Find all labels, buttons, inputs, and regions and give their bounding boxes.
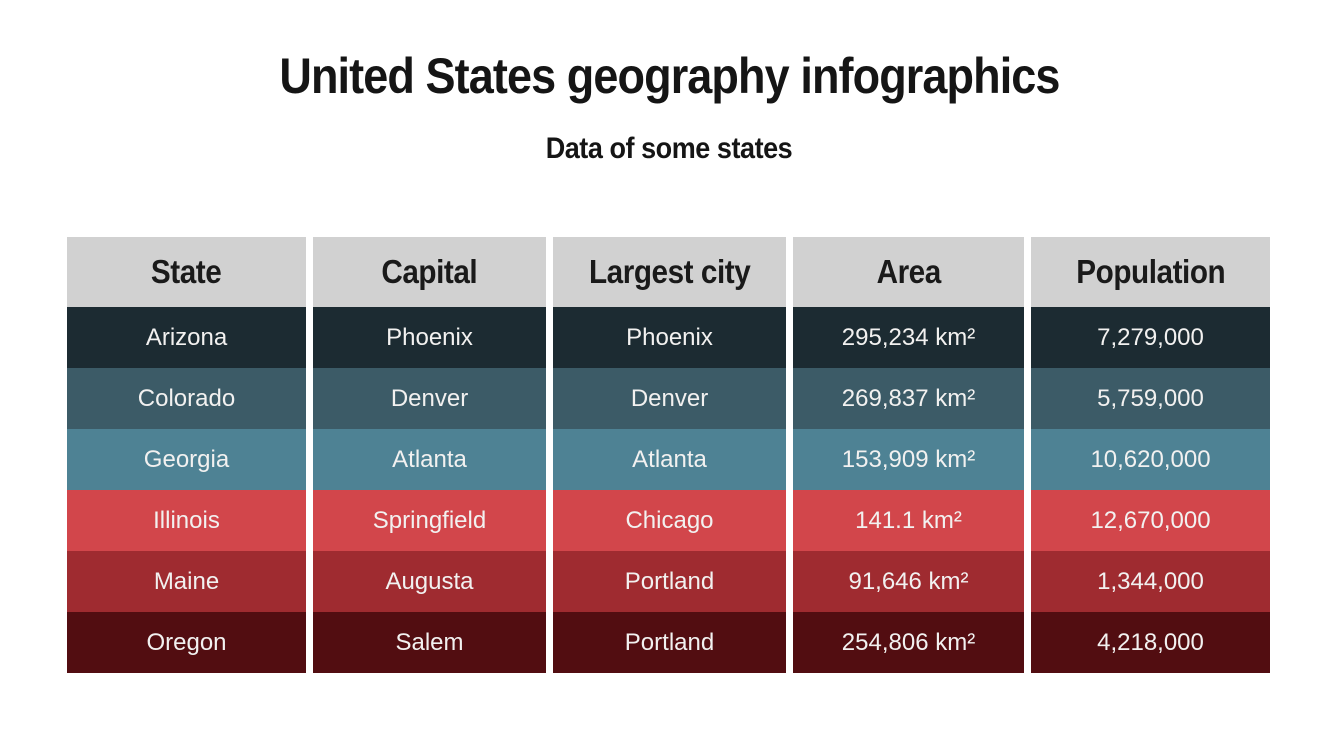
table-cell-population: 12,670,000 [1031,490,1270,551]
table-cell-area: 91,646 km² [793,551,1024,612]
table-cell-capital: Phoenix [313,307,546,368]
table-cell-population: 1,344,000 [1031,551,1270,612]
header-label-area: Area [876,253,941,290]
table-cell-area: 153,909 km² [793,429,1024,490]
table-cell-area: 269,837 km² [793,368,1024,429]
table-cell-area: 254,806 km² [793,612,1024,673]
table-cell-largest-city: Portland [553,612,786,673]
slide-title-text: United States geography infographics [278,48,1060,104]
table-cell-capital: Springfield [313,490,546,551]
table-cell-population: 7,279,000 [1031,307,1270,368]
table-cell-area: 295,234 km² [793,307,1024,368]
table-cell-state: Oregon [67,612,306,673]
table-cell-largest-city: Phoenix [553,307,786,368]
table-cell-population: 4,218,000 [1031,612,1270,673]
table-cell-largest-city: Atlanta [553,429,786,490]
header-cell-population: Population [1031,237,1270,307]
slide-subtitle: Data of some states [0,127,1338,171]
table-cell-largest-city: Chicago [553,490,786,551]
table-cell-largest-city: Denver [553,368,786,429]
slide-title: United States geography infographics [0,46,1338,106]
table-cell-state: Georgia [67,429,306,490]
header-cell-capital: Capital [313,237,546,307]
table-cell-capital: Augusta [313,551,546,612]
table-cell-state: Illinois [67,490,306,551]
data-table: State Capital Largest city Area Populati… [67,237,1270,673]
slide-subtitle-text: Data of some states [545,132,793,165]
header-cell-largest-city: Largest city [553,237,786,307]
table-cell-population: 5,759,000 [1031,368,1270,429]
table-cell-area: 141.1 km² [793,490,1024,551]
header-label-capital: Capital [381,253,478,290]
table-cell-state: Arizona [67,307,306,368]
header-label-largest-city: Largest city [588,253,751,290]
table-cell-state: Colorado [67,368,306,429]
table-cell-capital: Salem [313,612,546,673]
table-cell-population: 10,620,000 [1031,429,1270,490]
table-cell-state: Maine [67,551,306,612]
table-cell-largest-city: Portland [553,551,786,612]
header-label-state: State [151,253,222,290]
table-cell-capital: Atlanta [313,429,546,490]
table-cell-capital: Denver [313,368,546,429]
header-label-population: Population [1076,253,1225,290]
header-cell-state: State [67,237,306,307]
header-cell-area: Area [793,237,1024,307]
